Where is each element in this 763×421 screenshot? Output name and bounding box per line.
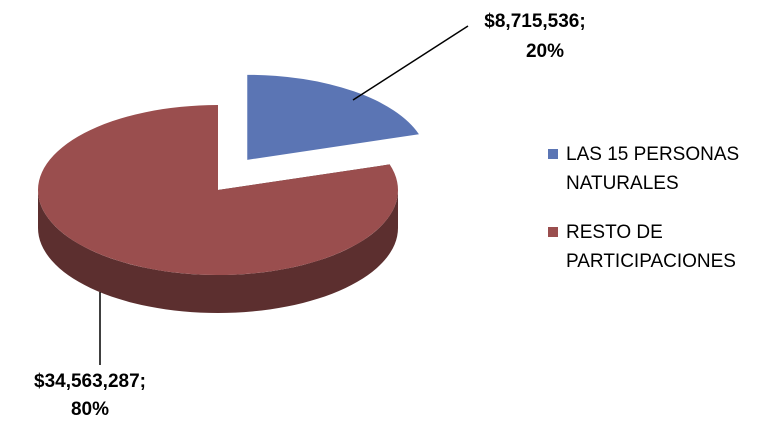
legend-swatch — [548, 149, 558, 159]
legend-item: RESTO DE PARTICIPACIONES — [548, 218, 748, 276]
data-label-percent: 80% — [71, 399, 109, 420]
slice-wall — [38, 190, 398, 313]
legend-item: LAS 15 PERSONAS NATURALES — [548, 140, 748, 198]
legend-label: LAS 15 PERSONAS NATURALES — [566, 144, 740, 194]
data-label-percent: 20% — [526, 41, 564, 62]
data-label: $8,715,536; — [484, 11, 585, 32]
leader-line — [352, 25, 469, 101]
slice — [37, 105, 398, 313]
legend-label: RESTO DE PARTICIPACIONES — [566, 222, 736, 272]
data-label: $34,563,287; — [34, 371, 146, 392]
slice-top — [37, 105, 398, 275]
slice-top — [247, 74, 419, 160]
legend-swatch — [548, 227, 558, 237]
legend: LAS 15 PERSONAS NATURALES RESTO DE PARTIC… — [548, 140, 748, 296]
slice — [247, 74, 419, 160]
